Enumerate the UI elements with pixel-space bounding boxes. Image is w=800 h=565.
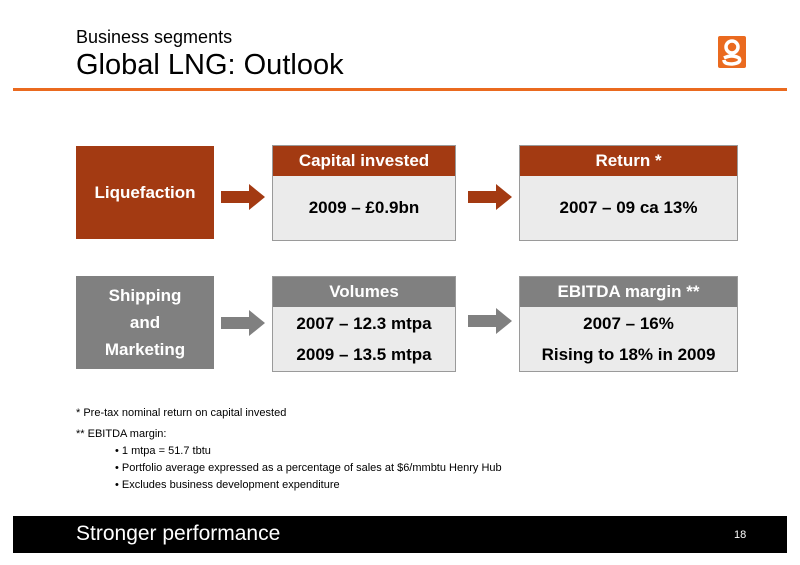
footer-tagline: Stronger performance (76, 522, 281, 545)
liquefaction-label: Liquefaction (94, 182, 196, 202)
volumes-header: Volumes (273, 277, 455, 307)
shipping-segment: Shipping and Marketing (76, 276, 214, 369)
return-box: Return * 2007 – 09 ca 13% (519, 145, 738, 241)
page-title: Global LNG: Outlook (76, 49, 344, 81)
arrow-right-icon (221, 184, 265, 210)
shipping-label-line1: Shipping (108, 286, 182, 305)
shipping-label-line2: and (129, 313, 161, 332)
footnote-bullet: • Portfolio average expressed as a perce… (115, 462, 502, 474)
volumes-box: Volumes 2007 – 12.3 mtpa 2009 – 13.5 mtp… (272, 276, 456, 372)
footnote-bullet: • Excludes business development expendit… (115, 479, 340, 491)
arrow-right-icon (221, 310, 265, 336)
liquefaction-segment: Liquefaction (76, 146, 214, 239)
volumes-line2: 2009 – 13.5 mtpa (296, 345, 432, 364)
ebitda-line1: 2007 – 16% (583, 314, 674, 333)
footnote-bullet: • 1 mtpa = 51.7 tbtu (115, 445, 211, 457)
ebitda-line2: Rising to 18% in 2009 (541, 345, 716, 364)
capital-invested-value: 2009 – £0.9bn (308, 198, 420, 217)
footnotes: * Pre-tax nominal return on capital inve… (76, 405, 502, 494)
ebitda-margin-box: EBITDA margin ** 2007 – 16% Rising to 18… (519, 276, 738, 372)
arrow-right-icon (468, 184, 512, 210)
footer-bar (13, 516, 787, 553)
capital-invested-header: Capital invested (273, 146, 455, 176)
ebitda-margin-header: EBITDA margin ** (520, 277, 737, 307)
page-number: 18 (734, 529, 747, 541)
bg-logo-icon (718, 36, 746, 68)
section-subtitle: Business segments (76, 27, 233, 47)
arrow-right-icon (468, 308, 512, 334)
return-value: 2007 – 09 ca 13% (559, 198, 698, 217)
header-divider (13, 88, 787, 91)
return-header: Return * (520, 146, 737, 176)
footnote-ebitda: ** EBITDA margin: (76, 428, 167, 440)
footnote-return: * Pre-tax nominal return on capital inve… (76, 407, 287, 419)
shipping-label-line3: Marketing (104, 340, 186, 359)
volumes-line1: 2007 – 12.3 mtpa (296, 314, 432, 333)
capital-invested-box: Capital invested 2009 – £0.9bn (272, 145, 456, 241)
